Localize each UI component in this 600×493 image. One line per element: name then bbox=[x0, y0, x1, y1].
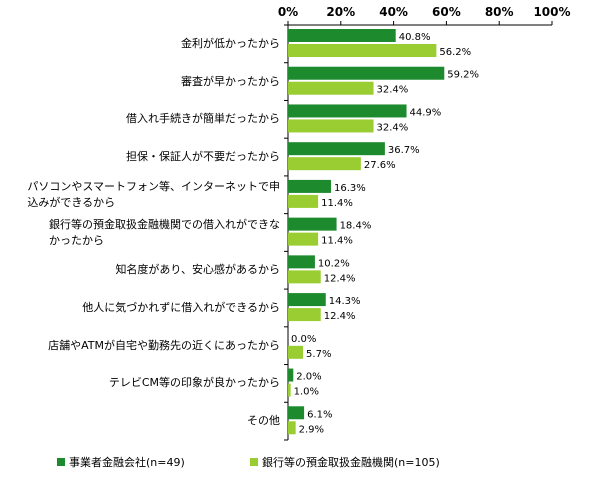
category-label: 審査が早かったから bbox=[181, 74, 280, 90]
value-label: 2.9% bbox=[299, 424, 324, 435]
legend-swatch bbox=[57, 458, 65, 466]
bar-series1-2 bbox=[288, 119, 374, 133]
category-label-line: テレビCM等の印象が良かったから bbox=[108, 376, 280, 390]
x-tick-label: 0% bbox=[278, 5, 298, 19]
bar-series1-6 bbox=[288, 270, 321, 284]
value-label: 14.3% bbox=[329, 296, 361, 307]
bar-series1-10 bbox=[288, 421, 296, 435]
legend-entry: 事業者金融会社(n=49) bbox=[57, 454, 185, 470]
category-label: 銀行等の預金取扱金融機関での借入れができな かったから bbox=[49, 217, 280, 249]
value-label: 44.9% bbox=[410, 107, 442, 118]
category-label: 担保・保証人が不要だったから bbox=[126, 149, 280, 165]
value-label: 6.1% bbox=[307, 409, 332, 420]
value-label: 12.4% bbox=[324, 273, 356, 284]
bar-series0-9 bbox=[288, 368, 294, 382]
bar-series0-6 bbox=[288, 255, 315, 269]
legend-entry: 銀行等の預金取扱金融機関(n=105) bbox=[250, 454, 440, 470]
category-label: 他人に気づかれずに借入れができるから bbox=[82, 300, 280, 316]
legend-label: 事業者金融会社(n=49) bbox=[69, 456, 185, 469]
category-label-line: 担保・保証人が不要だったから bbox=[126, 150, 280, 164]
bar-series1-7 bbox=[288, 308, 321, 322]
bar-series0-7 bbox=[288, 293, 326, 307]
category-label: 知名度があり、安心感があるから bbox=[115, 262, 280, 278]
value-label: 5.7% bbox=[306, 349, 331, 360]
value-label: 56.2% bbox=[439, 47, 471, 58]
value-label: 1.0% bbox=[294, 387, 319, 398]
bar-series1-1 bbox=[288, 81, 374, 95]
category-label: 店舗やATMが自宅や勤務先の近くにあったから bbox=[48, 338, 280, 354]
value-label: 10.2% bbox=[318, 258, 350, 269]
value-label: 59.2% bbox=[447, 70, 479, 81]
value-label: 27.6% bbox=[364, 160, 396, 171]
bar-series1-4 bbox=[288, 194, 319, 208]
bar-series1-5 bbox=[288, 232, 319, 246]
bar-series0-10 bbox=[288, 406, 305, 420]
value-label: 32.4% bbox=[377, 122, 409, 133]
category-label-line: 店舗やATMが自宅や勤務先の近くにあったから bbox=[48, 338, 280, 352]
value-label: 12.4% bbox=[324, 311, 356, 322]
bar-series0-0 bbox=[288, 29, 396, 42]
value-label: 0.0% bbox=[291, 334, 316, 345]
category-label-line: 金利が低かったから bbox=[181, 36, 280, 50]
x-tick-label: 20% bbox=[326, 5, 355, 19]
bar-series1-8 bbox=[288, 345, 304, 359]
bar-series1-3 bbox=[288, 157, 361, 171]
category-label-line: 込みができるから bbox=[27, 195, 116, 209]
value-label: 40.8% bbox=[399, 32, 431, 43]
x-tick-label: 60% bbox=[432, 5, 461, 19]
bar-series1-9 bbox=[288, 383, 291, 397]
legend-swatch bbox=[250, 458, 258, 466]
category-label-line: パソコンやスマートフォン等、インターネットで申 bbox=[27, 179, 280, 193]
category-label-line: その他 bbox=[247, 414, 280, 428]
category-label: その他 bbox=[247, 413, 280, 429]
value-label: 16.3% bbox=[334, 183, 366, 194]
bar-series0-5 bbox=[288, 217, 337, 231]
value-label: 11.4% bbox=[321, 236, 353, 247]
category-label-line: 知名度があり、安心感があるから bbox=[115, 263, 280, 277]
bar-series0-2 bbox=[288, 104, 407, 118]
category-label-line: かったから bbox=[49, 233, 104, 247]
x-tick-label: 40% bbox=[379, 5, 408, 19]
bar-series0-1 bbox=[288, 66, 445, 80]
category-label: パソコンやスマートフォン等、インターネットで申 込みができるから bbox=[27, 179, 280, 211]
category-label-line: 借入れ手続きが簡単だったから bbox=[126, 112, 280, 126]
value-label: 32.4% bbox=[377, 85, 409, 96]
value-label: 2.0% bbox=[296, 372, 321, 383]
category-label: テレビCM等の印象が良かったから bbox=[109, 375, 280, 391]
x-tick-label: 100% bbox=[533, 5, 570, 19]
category-label: 借入れ手続きが簡単だったから bbox=[126, 111, 280, 127]
x-tick-label: 80% bbox=[485, 5, 514, 19]
bar-series1-0 bbox=[288, 44, 437, 57]
value-label: 11.4% bbox=[321, 198, 353, 209]
bar-series0-4 bbox=[288, 179, 332, 193]
category-label-line: 審査が早かったから bbox=[181, 74, 280, 88]
category-label: 金利が低かったから bbox=[181, 36, 280, 52]
category-label-line: 銀行等の預金取扱金融機関での借入れができな bbox=[49, 217, 280, 231]
legend-label: 銀行等の預金取扱金融機関(n=105) bbox=[262, 456, 440, 469]
category-label-line: 他人に気づかれずに借入れができるから bbox=[82, 300, 280, 314]
bar-series0-3 bbox=[288, 142, 385, 156]
value-label: 36.7% bbox=[388, 145, 420, 156]
value-label: 18.4% bbox=[340, 221, 372, 232]
